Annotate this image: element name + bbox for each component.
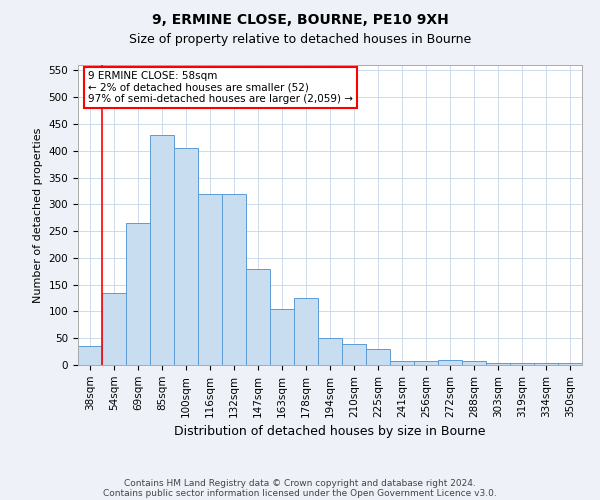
Bar	[222, 194, 246, 365]
Bar	[558, 363, 582, 365]
Bar	[102, 292, 126, 365]
Bar	[78, 346, 102, 365]
Bar	[366, 349, 390, 365]
Text: Size of property relative to detached houses in Bourne: Size of property relative to detached ho…	[129, 32, 471, 46]
Text: Contains public sector information licensed under the Open Government Licence v3: Contains public sector information licen…	[103, 488, 497, 498]
Bar	[198, 194, 222, 365]
Text: 9, ERMINE CLOSE, BOURNE, PE10 9XH: 9, ERMINE CLOSE, BOURNE, PE10 9XH	[152, 12, 448, 26]
Bar	[438, 360, 462, 365]
Text: 9 ERMINE CLOSE: 58sqm
← 2% of detached houses are smaller (52)
97% of semi-detac: 9 ERMINE CLOSE: 58sqm ← 2% of detached h…	[88, 71, 353, 104]
Bar	[270, 308, 294, 365]
Bar	[174, 148, 198, 365]
Bar	[534, 363, 558, 365]
Bar	[246, 268, 270, 365]
Bar	[126, 223, 150, 365]
Bar	[342, 344, 366, 365]
Bar	[510, 363, 534, 365]
Text: Contains HM Land Registry data © Crown copyright and database right 2024.: Contains HM Land Registry data © Crown c…	[124, 478, 476, 488]
Bar	[414, 360, 438, 365]
Bar	[486, 363, 510, 365]
X-axis label: Distribution of detached houses by size in Bourne: Distribution of detached houses by size …	[174, 425, 486, 438]
Bar	[462, 360, 486, 365]
Bar	[318, 338, 342, 365]
Bar	[390, 360, 414, 365]
Bar	[294, 298, 318, 365]
Y-axis label: Number of detached properties: Number of detached properties	[33, 128, 43, 302]
Bar	[150, 134, 174, 365]
